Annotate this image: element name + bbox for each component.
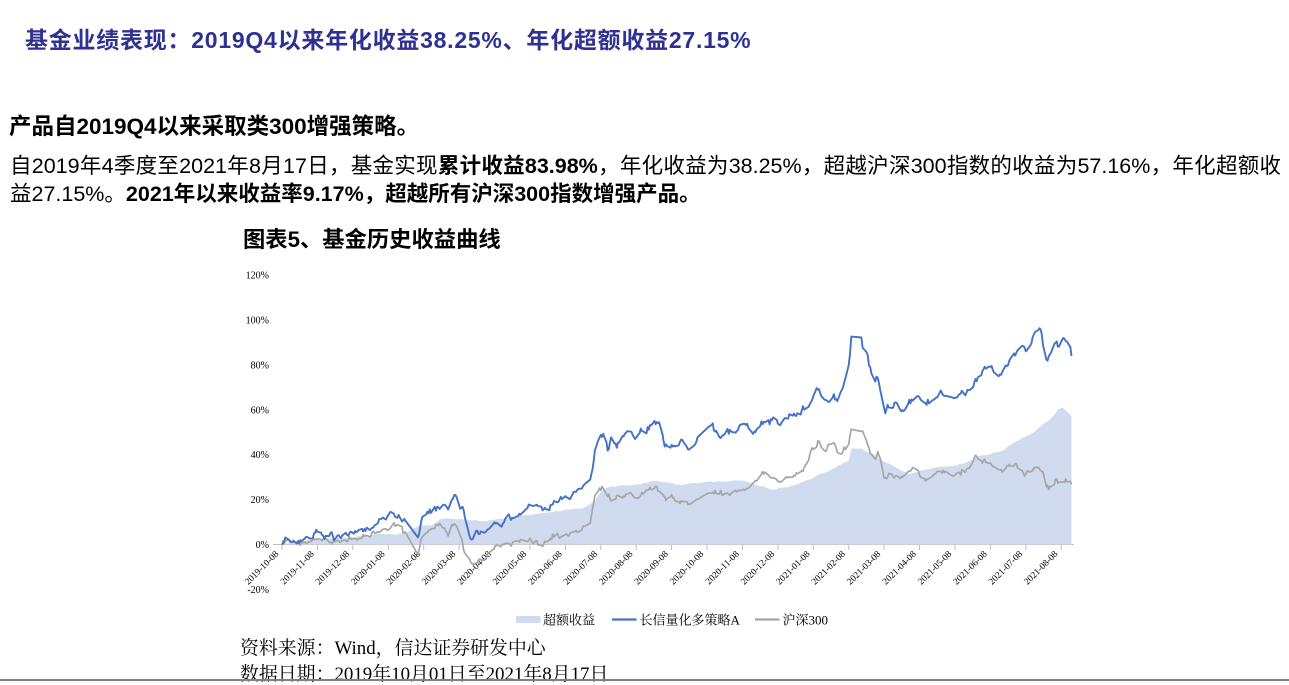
svg-text:120%: 120% bbox=[246, 271, 269, 282]
svg-text:2021-07-08: 2021-07-08 bbox=[987, 549, 1025, 587]
svg-text:60%: 60% bbox=[251, 405, 269, 416]
svg-text:2020-10-08: 2020-10-08 bbox=[668, 549, 706, 587]
svg-text:20%: 20% bbox=[251, 495, 269, 506]
svg-text:2020-07-08: 2020-07-08 bbox=[562, 549, 600, 587]
svg-text:2021-05-08: 2021-05-08 bbox=[916, 549, 954, 587]
svg-text:2020-09-08: 2020-09-08 bbox=[633, 549, 671, 587]
svg-text:100%: 100% bbox=[246, 316, 269, 327]
svg-text:2020-12-08: 2020-12-08 bbox=[739, 549, 777, 587]
svg-text:2021-03-08: 2021-03-08 bbox=[845, 549, 883, 587]
svg-text:2021-01-08: 2021-01-08 bbox=[775, 549, 813, 587]
svg-text:2020-11-08: 2020-11-08 bbox=[704, 549, 742, 587]
svg-text:2019-12-08: 2019-12-08 bbox=[314, 549, 352, 587]
svg-text:超额收益: 超额收益 bbox=[543, 613, 595, 628]
svg-text:沪深300: 沪深300 bbox=[783, 613, 829, 628]
svg-text:2019-11-08: 2019-11-08 bbox=[279, 549, 317, 587]
svg-text:2019-10-08: 2019-10-08 bbox=[243, 549, 281, 587]
svg-text:2020-03-08: 2020-03-08 bbox=[420, 549, 458, 587]
svg-text:0%: 0% bbox=[256, 540, 269, 551]
svg-text:40%: 40% bbox=[251, 450, 269, 461]
svg-text:2020-08-08: 2020-08-08 bbox=[598, 549, 636, 587]
svg-text:-20%: -20% bbox=[247, 585, 269, 596]
svg-text:2021-08-08: 2021-08-08 bbox=[1023, 549, 1061, 587]
svg-text:2021-02-08: 2021-02-08 bbox=[810, 549, 848, 587]
svg-text:2021-06-08: 2021-06-08 bbox=[952, 549, 990, 587]
svg-text:80%: 80% bbox=[251, 361, 269, 372]
svg-text:2020-06-08: 2020-06-08 bbox=[527, 549, 565, 587]
svg-text:2020-05-08: 2020-05-08 bbox=[491, 549, 529, 587]
svg-text:2020-01-08: 2020-01-08 bbox=[350, 549, 388, 587]
svg-text:2021-04-08: 2021-04-08 bbox=[881, 549, 919, 587]
svg-text:长信量化多策略A: 长信量化多策略A bbox=[640, 613, 741, 628]
